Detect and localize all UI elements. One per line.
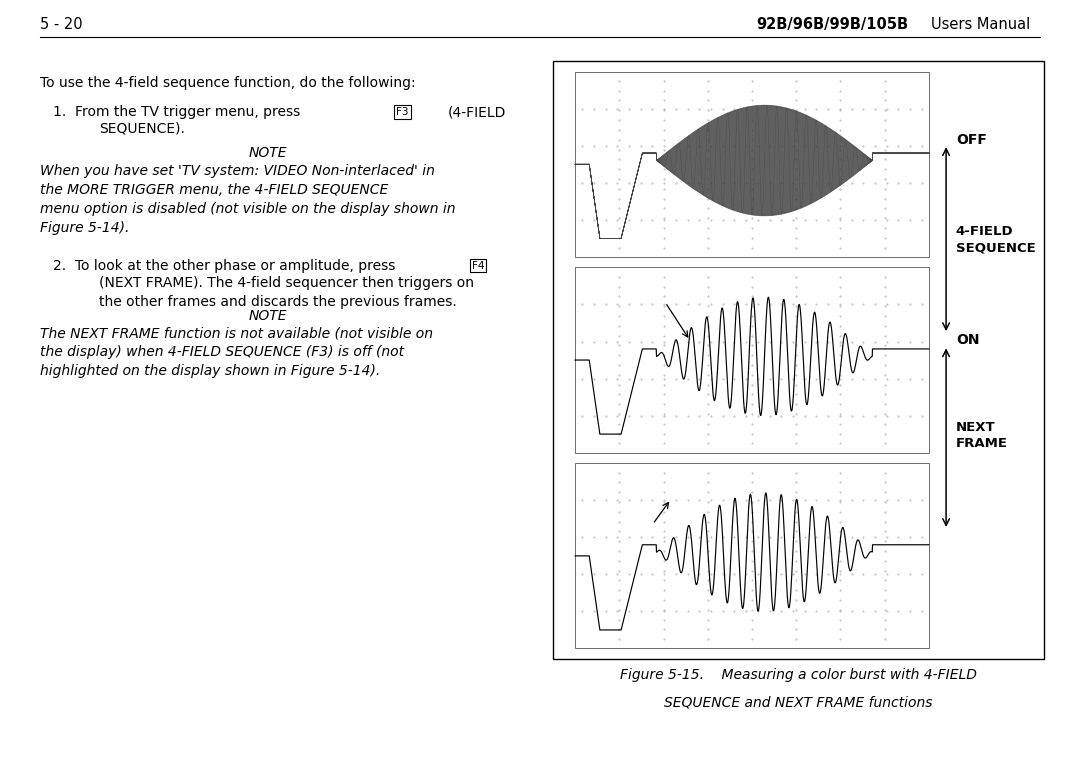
Bar xyxy=(553,61,1044,659)
Text: When you have set 'TV system: VIDEO Non-interlaced' in
the MORE TRIGGER menu, th: When you have set 'TV system: VIDEO Non-… xyxy=(40,164,456,235)
Text: (4-FIELD: (4-FIELD xyxy=(448,105,507,119)
Text: The NEXT FRAME function is not available (not visible on
the display) when 4-FIE: The NEXT FRAME function is not available… xyxy=(40,326,433,378)
Bar xyxy=(575,72,929,257)
Text: 92B/96B/99B/105B: 92B/96B/99B/105B xyxy=(756,17,908,32)
Text: NOTE: NOTE xyxy=(248,309,287,323)
Text: NEXT
FRAME: NEXT FRAME xyxy=(956,421,1008,450)
Text: ON: ON xyxy=(956,333,980,347)
Bar xyxy=(575,463,929,648)
Text: Users Manual: Users Manual xyxy=(931,17,1030,32)
Text: F3: F3 xyxy=(396,107,409,117)
Bar xyxy=(575,267,929,453)
Text: F4: F4 xyxy=(472,261,485,271)
Text: SEQUENCE and NEXT FRAME functions: SEQUENCE and NEXT FRAME functions xyxy=(664,696,933,709)
Text: To use the 4-field sequence function, do the following:: To use the 4-field sequence function, do… xyxy=(40,76,416,90)
Text: (NEXT FRAME). The 4-field sequencer then triggers on
the other frames and discar: (NEXT FRAME). The 4-field sequencer then… xyxy=(99,276,474,309)
Text: 4-FIELD
SEQUENCE: 4-FIELD SEQUENCE xyxy=(956,226,1036,255)
Text: SEQUENCE).: SEQUENCE). xyxy=(99,122,186,136)
Text: 5 - 20: 5 - 20 xyxy=(40,17,82,32)
Text: 1.  From the TV trigger menu, press: 1. From the TV trigger menu, press xyxy=(53,105,300,119)
Text: Figure 5-15.    Measuring a color burst with 4-FIELD: Figure 5-15. Measuring a color burst wit… xyxy=(620,668,977,682)
Text: 2.  To look at the other phase or amplitude, press: 2. To look at the other phase or amplitu… xyxy=(53,259,395,273)
Text: OFF: OFF xyxy=(956,133,987,147)
Text: NOTE: NOTE xyxy=(248,146,287,160)
